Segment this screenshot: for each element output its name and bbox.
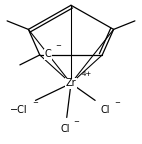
Text: −: − [55,43,61,49]
Text: 4+: 4+ [82,71,92,77]
Text: −: − [114,100,120,106]
Text: −Cl: −Cl [10,105,27,115]
Text: −: − [33,100,38,106]
Text: −: − [73,119,79,125]
Text: Zr: Zr [66,78,76,88]
Text: Cl: Cl [100,105,110,115]
Text: Cl: Cl [61,124,70,134]
Text: C: C [44,49,51,59]
